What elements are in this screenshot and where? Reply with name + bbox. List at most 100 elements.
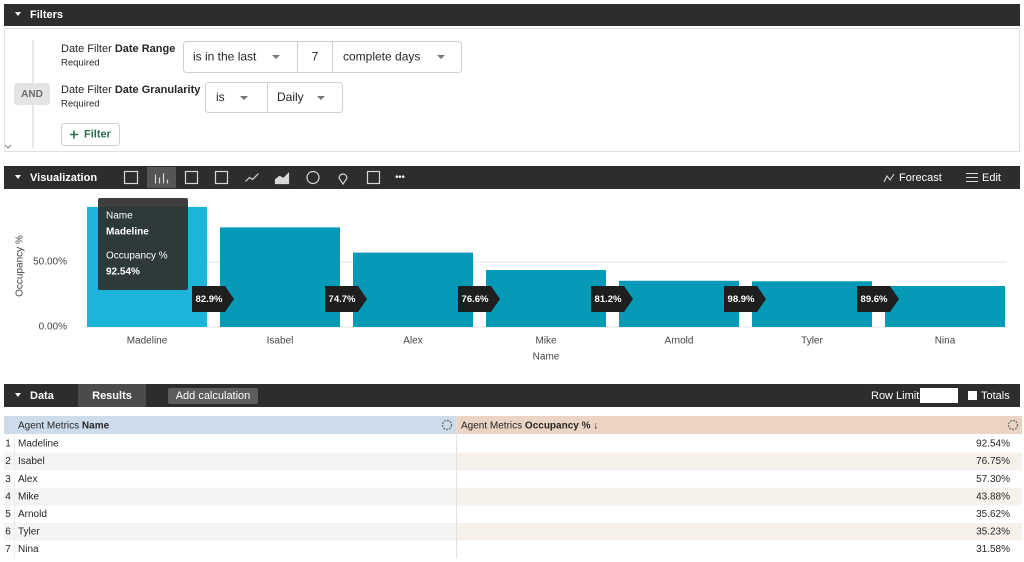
x-tick-label: Tyler — [801, 336, 823, 347]
filter-control — [183, 41, 462, 73]
dropdown-caret — [240, 96, 248, 100]
occupancy-cell: 35.62% — [976, 509, 1010, 520]
unit-select[interactable]: complete days — [343, 50, 420, 64]
filter-required: Required — [61, 58, 100, 69]
bar[interactable] — [220, 227, 340, 327]
edit-button[interactable]: Edit — [982, 172, 1001, 184]
tooltip-name: Madeline — [106, 227, 149, 238]
more-menu[interactable]: ••• — [395, 171, 404, 181]
visualization-bar[interactable] — [4, 166, 1020, 189]
occupancy-cell: 31.58% — [976, 544, 1010, 555]
bar[interactable] — [353, 252, 473, 327]
name-cell: Isabel — [18, 456, 45, 467]
expand-chevron[interactable] — [4, 144, 12, 149]
column-settings[interactable] — [441, 419, 453, 431]
filter-control — [205, 82, 343, 113]
line-icon[interactable] — [245, 173, 259, 182]
row-stripe — [457, 487, 1022, 506]
operator-select[interactable]: is in the last — [193, 50, 257, 64]
results-label: Results — [92, 390, 132, 402]
name-cell: Mike — [18, 491, 40, 502]
occupancy-cell: 43.88% — [976, 491, 1010, 502]
conversion-label: 89.6% — [861, 294, 888, 305]
bar[interactable] — [885, 286, 1005, 327]
row-number: 6 — [5, 527, 11, 538]
column-settings[interactable] — [1007, 419, 1019, 431]
x-tick-label: Arnold — [665, 336, 694, 347]
add-filter-button[interactable] — [61, 123, 120, 146]
value-input[interactable]: 7 — [312, 50, 319, 64]
value-select[interactable]: Daily — [277, 90, 304, 104]
dropdown-caret — [317, 96, 325, 100]
edit-icon — [966, 173, 978, 182]
bar[interactable] — [486, 270, 606, 327]
y-tick-label: 0.00% — [39, 322, 67, 333]
results-tab[interactable] — [78, 384, 146, 407]
map-icon[interactable] — [338, 173, 348, 186]
single-value-icon[interactable] — [366, 170, 381, 185]
and-button[interactable] — [14, 83, 50, 105]
filters-bar[interactable] — [4, 4, 1020, 26]
column-header[interactable]: Agent Metrics Name — [18, 420, 110, 431]
filters-title: Filters — [30, 9, 63, 21]
operator-select[interactable]: is — [216, 90, 225, 104]
filter-field: Date Range — [115, 43, 176, 55]
row-limit-label: Row Limit — [871, 390, 919, 402]
collapse-caret — [15, 175, 21, 179]
row-limit-input[interactable] — [920, 388, 958, 403]
add-filter-label: Filter — [84, 128, 112, 140]
row-stripe — [4, 523, 456, 541]
row-number: 7 — [5, 544, 11, 555]
bar[interactable] — [619, 280, 739, 327]
column-icon[interactable] — [154, 173, 169, 184]
name-cell: Madeline — [18, 439, 59, 450]
occupancy-cell: 35.23% — [976, 527, 1010, 538]
row-stripe — [4, 487, 456, 506]
forecast-button[interactable]: Forecast — [899, 172, 942, 184]
tooltip-value: 92.54% — [106, 267, 140, 278]
filter-required: Required — [61, 99, 100, 110]
column-header[interactable]: Agent Metrics Occupancy % ↓ — [461, 420, 598, 431]
row-number: 3 — [5, 474, 11, 485]
conversion-label: 98.9% — [728, 294, 755, 305]
x-tick-label: Alex — [403, 336, 422, 347]
chart: 0.00% 50.00% Occupancy % Name Madeline Isabel… — [15, 198, 1006, 363]
filter-prefix: Date Filter — [61, 43, 112, 55]
row-number: 1 — [5, 439, 11, 450]
row-stripe — [4, 452, 456, 471]
conversion-label: 74.7% — [329, 294, 356, 305]
name-cell: Arnold — [18, 509, 47, 520]
pie-icon[interactable] — [306, 170, 320, 185]
row-number: 2 — [5, 456, 11, 467]
table-icon[interactable] — [123, 170, 139, 185]
filter-field: Date Granularity — [115, 84, 201, 96]
tooltip-value-label: Occupancy % — [106, 251, 168, 262]
filter-label: Date Filter Date Range — [61, 43, 175, 55]
conversion-label: 76.6% — [462, 294, 489, 305]
x-tick-label: Nina — [935, 336, 956, 347]
add-calculation-button[interactable] — [168, 388, 258, 404]
row-number: 5 — [5, 509, 11, 520]
data-bar[interactable] — [4, 384, 1020, 407]
column-prefix: Agent Metrics — [461, 420, 522, 431]
filter-label: Date Filter Date Granularity — [61, 84, 201, 96]
scatter-icon[interactable] — [214, 170, 229, 185]
name-cell: Alex — [18, 474, 37, 485]
bar[interactable] — [752, 281, 872, 327]
column-prefix: Agent Metrics — [18, 420, 79, 431]
conversion-arrow — [192, 286, 234, 312]
occupancy-header — [457, 416, 1022, 434]
conversion-arrow — [458, 286, 500, 312]
conversion-label: 81.2% — [595, 294, 622, 305]
row-stripe — [457, 523, 1022, 541]
name-cell: Tyler — [18, 527, 40, 538]
chart-type-icons — [123, 170, 381, 186]
x-axis-title: Name — [533, 352, 560, 363]
bar-icon[interactable] — [184, 170, 199, 185]
area-icon[interactable] — [274, 172, 290, 185]
selected-chart-type — [147, 167, 176, 188]
sort-indicator: ↓ — [593, 420, 598, 431]
totals-checkbox[interactable] — [968, 391, 977, 400]
